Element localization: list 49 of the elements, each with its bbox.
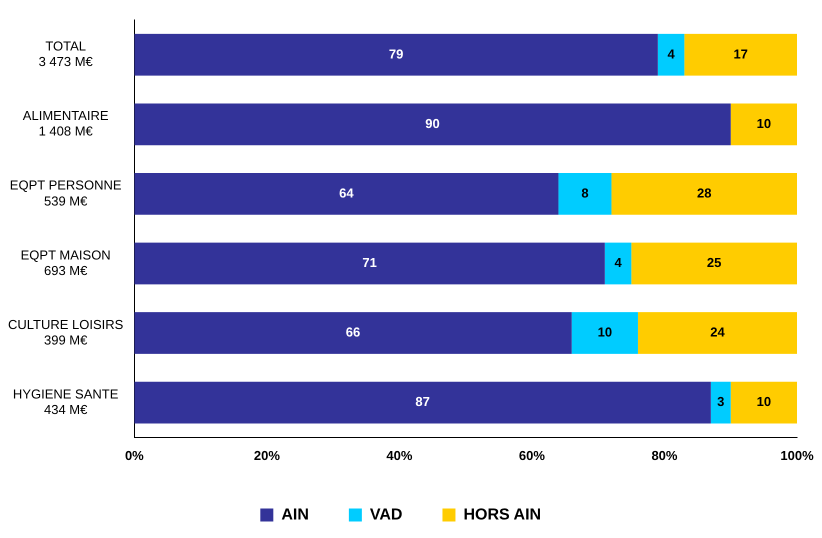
x-tick-label: 20% bbox=[254, 448, 280, 463]
data-label: 4 bbox=[667, 46, 676, 62]
legend-label: AIN bbox=[281, 506, 309, 524]
y-tick-label: EQPT MAISON 693 M€ bbox=[20, 247, 111, 278]
data-label: 24 bbox=[710, 324, 726, 340]
bar bbox=[558, 173, 612, 215]
data-label: 10 bbox=[756, 116, 772, 131]
x-tick-label: 60% bbox=[518, 448, 546, 463]
bar bbox=[684, 34, 797, 76]
bar bbox=[134, 173, 558, 215]
bar bbox=[134, 312, 572, 354]
bar bbox=[631, 242, 797, 284]
data-label: 90 bbox=[425, 116, 440, 131]
x-tick-label: 40% bbox=[386, 448, 413, 463]
data-label: 87 bbox=[415, 394, 430, 410]
bar bbox=[134, 242, 605, 284]
bar bbox=[572, 312, 638, 354]
y-tick-label: ALIMENTAIRE 1 408 M€ bbox=[22, 108, 109, 139]
legend-label: VAD bbox=[370, 506, 402, 524]
y-tick-label: HYGIENE SANTE 434 M€ bbox=[12, 386, 119, 417]
data-label: 71 bbox=[362, 255, 377, 270]
bar bbox=[604, 242, 632, 284]
x-tick-label: 0% bbox=[124, 448, 144, 463]
x-tick-label: 100% bbox=[780, 448, 814, 463]
y-tick-label: CULTURE LOISIRS 399 M€ bbox=[8, 316, 124, 348]
data-label: 79 bbox=[388, 46, 404, 62]
data-label: 28 bbox=[696, 185, 712, 200]
bar bbox=[730, 103, 797, 146]
bar bbox=[658, 34, 684, 76]
data-label: 25 bbox=[706, 255, 722, 270]
data-label: 17 bbox=[733, 46, 748, 62]
data-label: 10 bbox=[598, 324, 612, 340]
data-label: 10 bbox=[756, 394, 772, 410]
bar bbox=[638, 312, 797, 354]
y-tick-label: TOTAL 3 473 M€ bbox=[38, 38, 94, 70]
bar bbox=[134, 34, 658, 76]
data-label: 66 bbox=[346, 324, 360, 340]
data-label: 8 bbox=[581, 185, 589, 200]
data-label: 3 bbox=[717, 394, 724, 410]
bar bbox=[134, 103, 731, 146]
legend-label: HORS AIN bbox=[463, 506, 542, 524]
x-tick-label: 80% bbox=[651, 448, 678, 463]
data-label: 4 bbox=[614, 255, 622, 270]
bar bbox=[611, 173, 797, 215]
y-tick-label: EQPT PERSONNE 539 M€ bbox=[10, 178, 122, 208]
bar bbox=[730, 382, 797, 424]
bar bbox=[710, 382, 731, 424]
bar bbox=[134, 382, 711, 424]
data-label: 64 bbox=[339, 185, 354, 200]
